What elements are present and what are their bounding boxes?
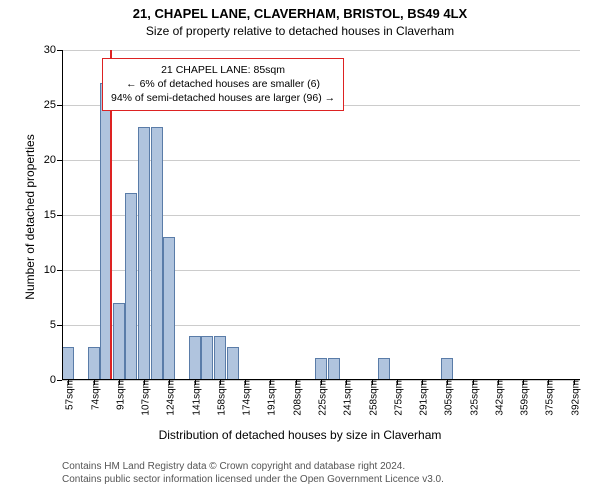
xtick-label: 325sqm bbox=[465, 380, 480, 416]
bar bbox=[227, 347, 239, 380]
xtick-label: 241sqm bbox=[339, 380, 354, 416]
chart-container: 21, CHAPEL LANE, CLAVERHAM, BRISTOL, BS4… bbox=[0, 0, 600, 500]
ytick-label: 10 bbox=[44, 264, 62, 276]
xtick-label: 124sqm bbox=[162, 380, 177, 416]
chart-subtitle: Size of property relative to detached ho… bbox=[0, 24, 600, 38]
bar bbox=[315, 358, 327, 380]
xtick-label: 91sqm bbox=[111, 380, 126, 410]
xtick-label: 57sqm bbox=[61, 380, 76, 410]
ytick-label: 5 bbox=[50, 319, 62, 331]
bar bbox=[151, 127, 163, 380]
bar bbox=[378, 358, 390, 380]
bar bbox=[125, 193, 137, 380]
xtick-label: 74sqm bbox=[86, 380, 101, 410]
xtick-label: 359sqm bbox=[516, 380, 531, 416]
xtick-label: 258sqm bbox=[364, 380, 379, 416]
bar bbox=[189, 336, 201, 380]
bar bbox=[138, 127, 150, 380]
x-axis-line bbox=[62, 379, 580, 380]
xtick-label: 305sqm bbox=[440, 380, 455, 416]
xtick-label: 158sqm bbox=[212, 380, 227, 416]
footer-attribution: Contains HM Land Registry data © Crown c… bbox=[62, 460, 444, 486]
gridline bbox=[62, 50, 580, 51]
bar bbox=[88, 347, 100, 380]
bar bbox=[113, 303, 125, 380]
chart-title: 21, CHAPEL LANE, CLAVERHAM, BRISTOL, BS4… bbox=[0, 6, 600, 21]
bar bbox=[62, 347, 74, 380]
ytick-label: 15 bbox=[44, 209, 62, 221]
xtick-label: 392sqm bbox=[566, 380, 581, 416]
bar bbox=[214, 336, 226, 380]
xtick-label: 191sqm bbox=[263, 380, 278, 416]
xtick-label: 174sqm bbox=[238, 380, 253, 416]
ytick-label: 20 bbox=[44, 154, 62, 166]
footer-line-1: Contains HM Land Registry data © Crown c… bbox=[62, 460, 444, 473]
xtick-label: 141sqm bbox=[187, 380, 202, 416]
xtick-label: 275sqm bbox=[389, 380, 404, 416]
y-axis-line bbox=[62, 50, 63, 380]
info-line-2: ← 6% of detached houses are smaller (6) bbox=[111, 77, 335, 91]
bar bbox=[441, 358, 453, 380]
xtick-label: 225sqm bbox=[314, 380, 329, 416]
xtick-label: 342sqm bbox=[490, 380, 505, 416]
ytick-label: 30 bbox=[44, 44, 62, 56]
bar bbox=[163, 237, 175, 380]
info-line-1: 21 CHAPEL LANE: 85sqm bbox=[111, 63, 335, 77]
ytick-label: 25 bbox=[44, 99, 62, 111]
xtick-label: 375sqm bbox=[541, 380, 556, 416]
x-axis-label: Distribution of detached houses by size … bbox=[0, 428, 600, 442]
xtick-label: 107sqm bbox=[137, 380, 152, 416]
info-box: 21 CHAPEL LANE: 85sqm ← 6% of detached h… bbox=[102, 58, 344, 111]
bar bbox=[201, 336, 213, 380]
bar bbox=[328, 358, 340, 380]
y-axis-label: Number of detached properties bbox=[23, 127, 37, 307]
info-line-3: 94% of semi-detached houses are larger (… bbox=[111, 91, 335, 105]
xtick-label: 291sqm bbox=[415, 380, 430, 416]
xtick-label: 208sqm bbox=[288, 380, 303, 416]
footer-line-2: Contains public sector information licen… bbox=[62, 473, 444, 486]
